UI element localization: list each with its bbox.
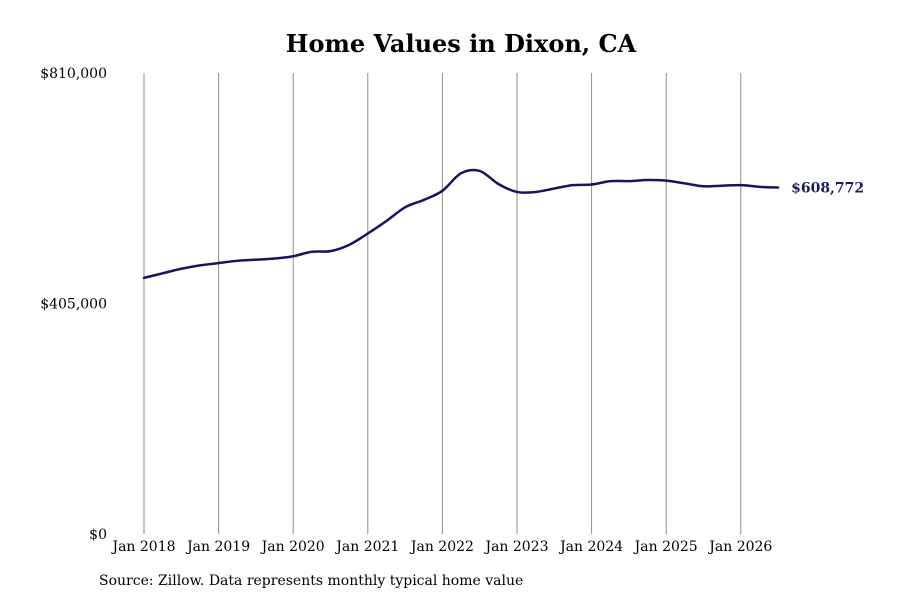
x-tick-label: Jan 2024 — [558, 539, 623, 555]
series-line-0 — [142, 168, 780, 280]
x-tick-label: Jan 2019 — [185, 539, 250, 555]
x-tick-label: Jan 2020 — [260, 539, 325, 555]
x-tick-label: Jan 2022 — [409, 539, 474, 555]
x-axis: Jan 2018 Jan 2019 Jan 2020 Jan 2021 Jan 2022… — [110, 539, 772, 555]
x-tick-label: Jan 2025 — [633, 539, 698, 555]
y-tick-label: $0 — [89, 527, 107, 543]
y-axis: $0 $405,000 $810,000 — [40, 66, 107, 543]
y-tick-label: $405,000 — [40, 297, 107, 313]
x-tick-label: Jan 2018 — [110, 539, 175, 555]
grid-lines — [143, 73, 742, 534]
chart-title: Home Values in Dixon, CA — [286, 29, 637, 58]
source-note: Source: Zillow. Data represents monthly … — [99, 573, 524, 589]
x-tick-label: Jan 2021 — [334, 539, 399, 555]
x-tick-label: Jan 2026 — [707, 539, 772, 555]
x-tick-label: Jan 2023 — [483, 539, 548, 555]
series-layer — [142, 168, 780, 280]
last-value-label: $608,772 — [791, 181, 864, 197]
y-tick-label: $810,000 — [40, 66, 107, 82]
